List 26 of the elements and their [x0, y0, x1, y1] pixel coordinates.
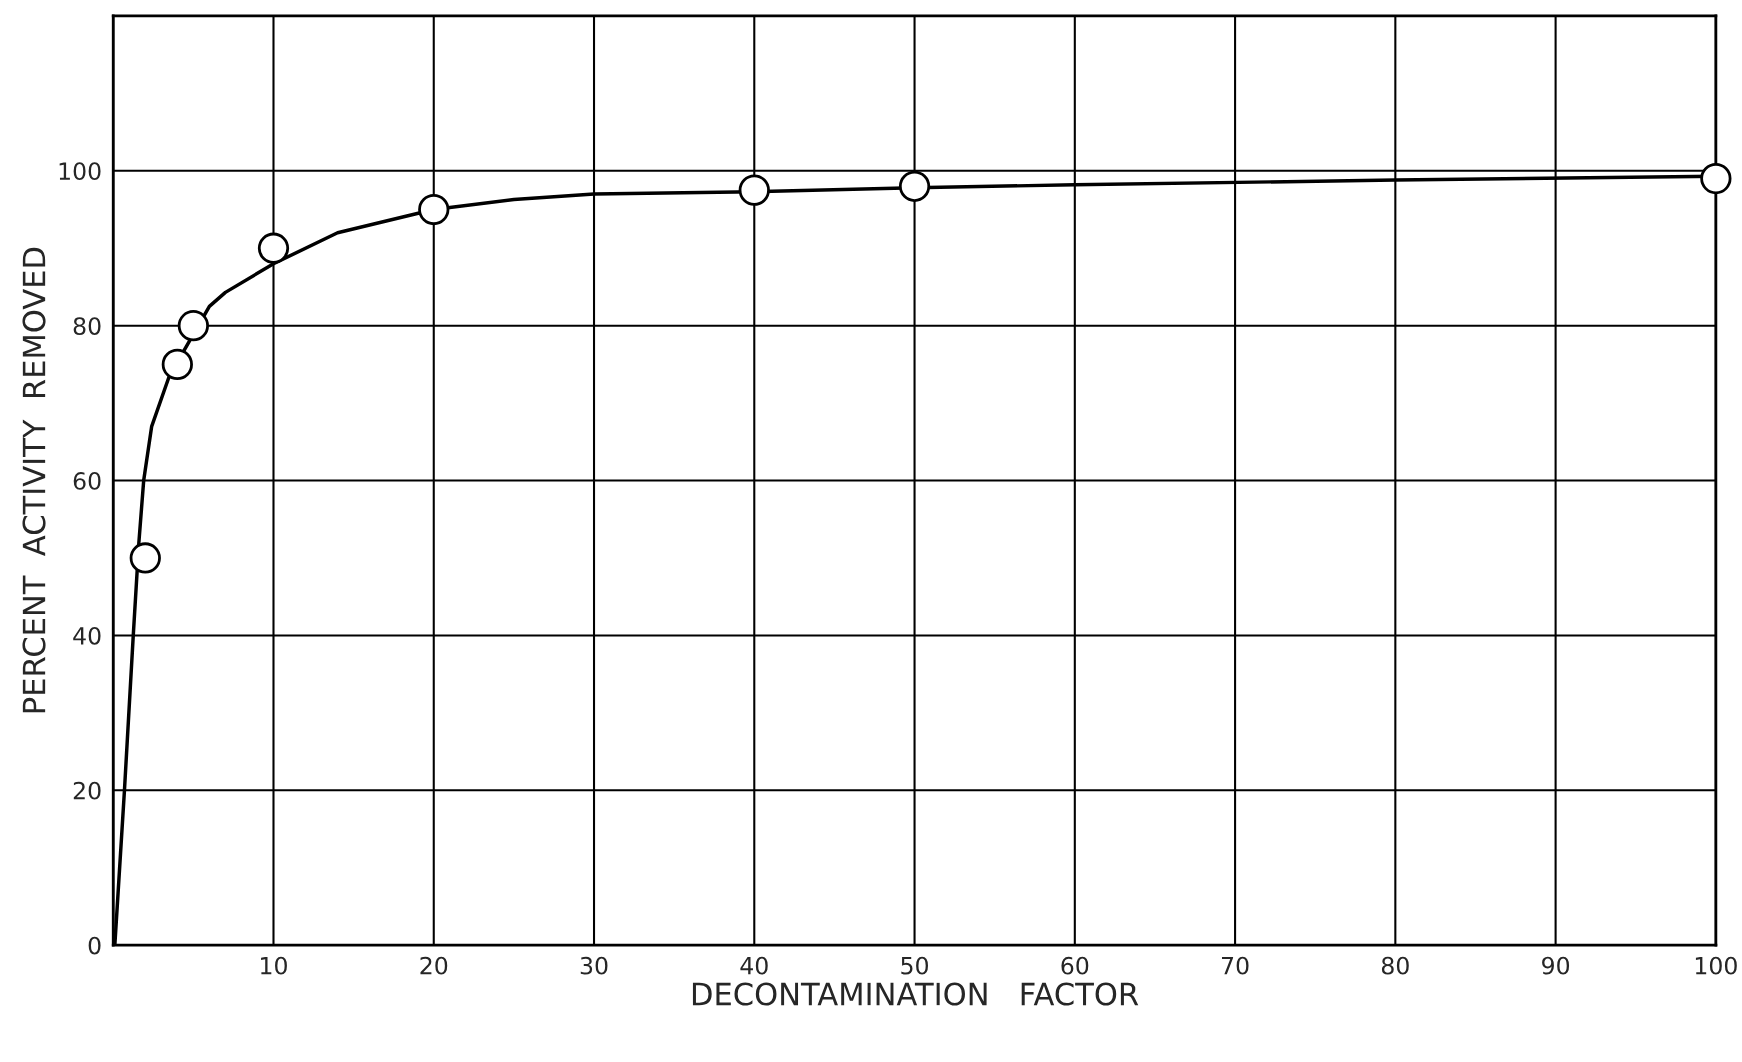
x-tick-label: 30 — [580, 956, 608, 975]
y-tick-label: 40 — [73, 626, 101, 645]
y-tick-label: 80 — [73, 317, 101, 335]
point — [177, 310, 209, 342]
x-tick-label: 50 — [901, 956, 928, 975]
x-tick-label: 60 — [1061, 956, 1089, 975]
point — [257, 232, 290, 264]
x-tick-label: 10 — [261, 956, 287, 975]
y-tick-label: 100 — [59, 162, 101, 181]
y-tick-label: 0 — [88, 936, 101, 955]
y-tick-label: 20 — [73, 781, 101, 800]
x-tick-label: 70 — [1221, 956, 1249, 975]
point — [161, 348, 193, 381]
y-tick-label: 60 — [73, 472, 101, 490]
point — [129, 542, 161, 574]
point — [418, 193, 450, 226]
y-axis-title: PERCENT ACTIVITY REMOVED — [22, 247, 46, 713]
x-tick-label: 20 — [420, 956, 448, 975]
x-axis-title: DECONTAMINATION FACTOR — [692, 982, 1139, 1006]
point — [1700, 162, 1732, 195]
x-tick-label: 80 — [1381, 956, 1409, 975]
point — [738, 174, 770, 206]
x-tick-label: 40 — [740, 956, 768, 975]
point — [898, 170, 931, 202]
x-tick-label: 100 — [1695, 956, 1737, 975]
x-tick-label: 90 — [1542, 956, 1570, 975]
